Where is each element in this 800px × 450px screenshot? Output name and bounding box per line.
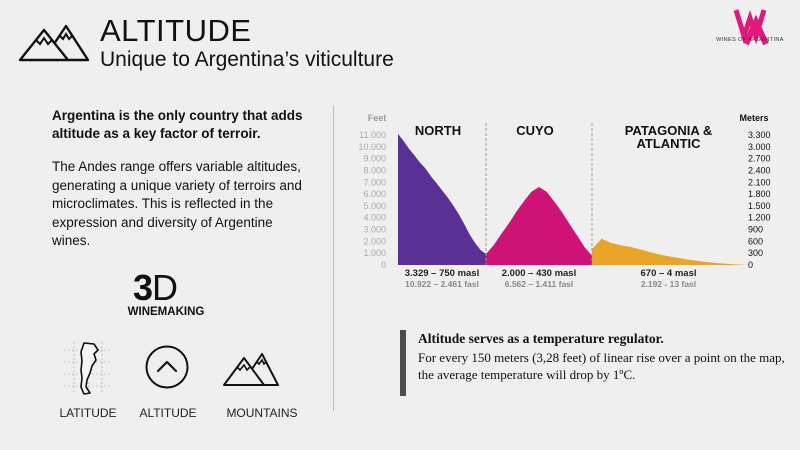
region-range-masl: 670 – 4 masl [641,268,697,279]
meter-tick-label: 2.100 [748,177,771,187]
right-axis-label: Meters [739,113,768,123]
quote-body: For every 150 meters (3,28 feet) of line… [418,350,785,382]
region-name: NORTH [415,123,461,138]
region-name: ATLANTIC [636,136,701,151]
column-divider [333,105,334,411]
left-axis-label: Feet [368,113,387,123]
page-subtitle: Unique to Argentina’s viticulture [100,48,394,71]
feet-tick-label: 8.000 [363,166,386,176]
meter-tick-label: 2.400 [748,166,771,176]
meter-tick-label: 1.200 [748,213,771,223]
region-name: PATAGONIA & [625,123,713,138]
3d-logo-3: 3 [133,267,153,308]
meter-tick-label: 900 [748,225,763,235]
feet-tick-label: 2.000 [363,236,386,246]
quote-accent-bar [400,330,406,396]
winemaking-label: WINEMAKING [127,306,205,318]
3d-logo-d: D [152,267,178,308]
meter-tick-label: 1.500 [748,201,771,211]
feet-tick-label: 5.000 [363,201,386,211]
area-patagonia-atlantic [592,238,745,265]
intro-heading: Argentina is the only country that adds … [52,108,303,141]
3d-logo: 3D [133,267,178,308]
region-range-fasl: 6.562 – 1.411 fasl [505,279,574,289]
region-range-masl: 2.000 – 430 masl [502,268,576,279]
argentina-map-icon [64,342,112,395]
meter-tick-label: 3.000 [748,142,771,152]
quote-heading: Altitude serves as a temperature regulat… [418,331,664,346]
feet-tick-label: 10.000 [358,142,386,152]
meter-tick-label: 600 [748,236,763,246]
intro-body: The Andes range offers variable altitude… [52,159,302,248]
mountains-icon [223,353,279,386]
meter-tick-label: 2.700 [748,154,771,164]
feet-tick-label: 3.000 [363,225,386,235]
page-title: ALTITUDE [100,13,252,48]
region-name: CUYO [516,123,554,138]
feet-tick-label: 7.000 [363,177,386,187]
region-range-fasl: 10.922 – 2.461 fasl [405,279,479,289]
meter-tick-label: 3.300 [748,130,771,140]
chevron-up-circle-icon [145,345,189,389]
latitude-label: LATITUDE [59,406,117,420]
brand-name: WINES OF ARGENTINA [716,37,784,43]
wines-of-argentina-logo [733,9,769,46]
meter-tick-label: 0 [748,260,753,270]
area-cuyo [486,187,592,265]
feet-tick-label: 6.000 [363,189,386,199]
meter-tick-label: 300 [748,248,763,258]
altitude-label: ALTITUDE [139,406,197,420]
feet-tick-label: 9.000 [363,154,386,164]
area-north [398,133,486,265]
region-range-masl: 3.329 – 750 masl [405,268,479,279]
feet-tick-label: 1.000 [363,248,386,258]
feet-tick-label: 11.000 [359,130,386,140]
meter-tick-label: 1.800 [748,189,771,199]
feet-tick-label: 4.000 [363,213,386,223]
feet-tick-label: 0 [381,260,386,270]
region-range-fasl: 2.192 - 13 fasl [641,279,696,289]
mountains-label: MOUNTAINS [226,406,298,420]
mountains-icon [18,24,90,62]
